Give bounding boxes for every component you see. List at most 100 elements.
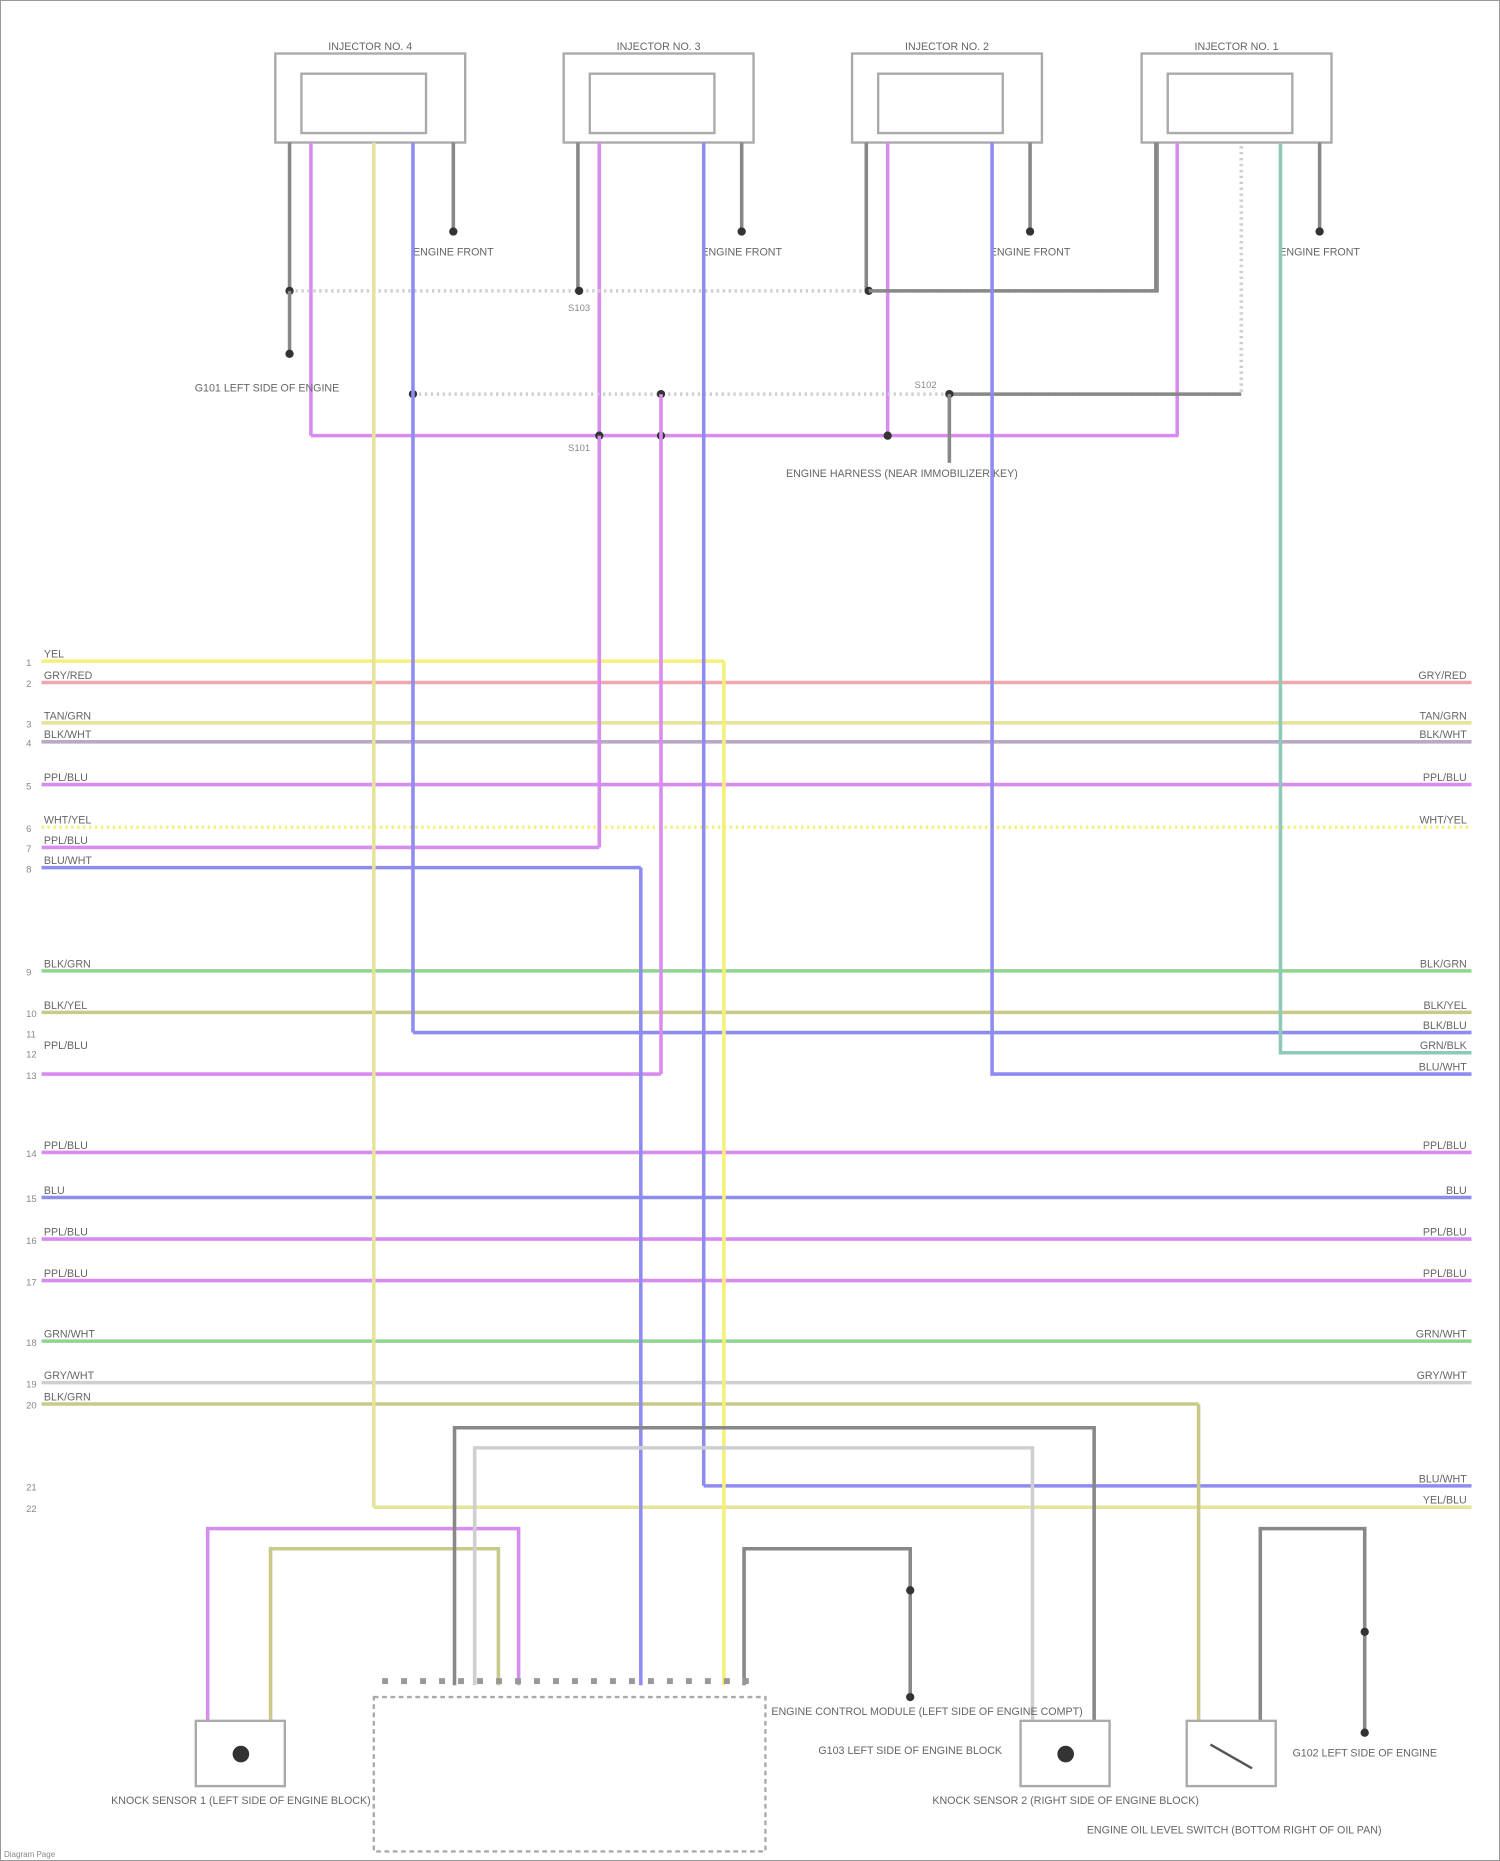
knock-sensor-icon: [232, 1745, 250, 1763]
wire-label-right: BLU/WHT: [1419, 1473, 1468, 1485]
injector-box: [850, 52, 1044, 144]
ecm-pin-marker: [420, 1678, 427, 1685]
wire-label-right: TAN/GRN: [1420, 710, 1467, 722]
pin-number: 22: [26, 1504, 37, 1515]
wire-label-right: BLU: [1446, 1185, 1467, 1197]
knock-sensor-1-return: [268, 1546, 501, 1721]
wire-label-left: PPL/BLU: [44, 1268, 88, 1280]
wire-label-right: BLK/GRN: [1420, 958, 1467, 970]
wire-label-right: GRN/WHT: [1416, 1329, 1467, 1341]
wire-label-left: PPL/BLU: [44, 772, 88, 784]
pin-number: 11: [26, 1029, 36, 1040]
wire-label-left: GRY/RED: [44, 670, 93, 682]
splice-dot: [906, 1586, 915, 1595]
pin-number: 13: [26, 1071, 37, 1082]
ecm-pin-marker: [553, 1678, 559, 1685]
ecm-pin-marker: [628, 1678, 635, 1685]
ecm-pin-marker: [515, 1678, 521, 1685]
knock-sensor-1-label: KNOCK SENSOR 1 (LEFT SIDE OF ENGINE BLOC…: [111, 1795, 371, 1807]
wire-label-left: PPL/BLU: [44, 1040, 88, 1052]
injector-box: [274, 52, 467, 144]
splice-dot: [574, 286, 584, 296]
wire-label-right: PPL/BLU: [1423, 1268, 1467, 1280]
pin-number: 10: [26, 1009, 37, 1020]
wire-label-right: GRY/WHT: [1417, 1370, 1468, 1382]
injector-box: [1140, 52, 1333, 144]
splice-dot: [1360, 1627, 1369, 1636]
wire-label-left: YEL: [44, 649, 64, 661]
ecm-pin-marker: [647, 1678, 654, 1685]
ground-label: ENGINE FRONT: [701, 246, 782, 258]
wire-label-left: WHT/YEL: [44, 815, 91, 827]
pin-number: 2: [26, 679, 31, 690]
knock-sensor-1-signal: [205, 1526, 521, 1721]
knock-sensor-icon: [1057, 1745, 1074, 1763]
ground-right-wire: [1258, 1526, 1367, 1733]
splice-dot: [906, 1692, 915, 1702]
pin-number: 1: [26, 658, 31, 669]
footer-text: Diagram Page: [4, 1850, 56, 1859]
pin-number: 5: [26, 781, 31, 792]
vertical-teal: [1278, 142, 1472, 1055]
wire-label-right: YEL/BLU: [1423, 1495, 1467, 1507]
splice-label: S103: [568, 303, 590, 314]
splice-dot: [449, 227, 458, 236]
ecm-pin-marker: [534, 1678, 540, 1685]
ecm-pin-marker: [723, 1678, 730, 1685]
ecm-pin-marker: [571, 1678, 578, 1685]
wire-label-right: PPL/BLU: [1423, 772, 1467, 784]
knock-sensor-1: [194, 1719, 286, 1788]
ecm-pin-marker: [382, 1678, 389, 1685]
wire-label-left: BLK/YEL: [44, 1000, 87, 1012]
wire-label-left: BLU: [44, 1185, 65, 1197]
wire-label-left: GRY/WHT: [44, 1370, 95, 1382]
ecm-pin-marker: [477, 1678, 483, 1685]
injector-inner: [300, 72, 428, 135]
splice-dot: [883, 431, 892, 440]
ground-mid-wire: [742, 1546, 912, 1698]
splice-dot: [737, 227, 746, 236]
ecm-pin-marker: [496, 1678, 502, 1685]
pin-number: 9: [26, 968, 31, 979]
wire-label-right: PPL/BLU: [1423, 1140, 1467, 1152]
ecm-pin-marker: [742, 1678, 749, 1685]
pin-number: 17: [26, 1277, 37, 1288]
knock-sensor-2-return: [452, 1425, 1096, 1721]
wire-label-left: BLU/WHT: [44, 855, 93, 867]
vertical-blue-4: [990, 142, 1472, 1076]
pin-number: 14: [26, 1149, 37, 1160]
wire-label-right: WHT/YEL: [1419, 815, 1466, 827]
splice-dot: [1025, 227, 1035, 236]
pin-number: 20: [26, 1401, 37, 1412]
ground-left-label: G101 LEFT SIDE OF ENGINE: [195, 383, 340, 395]
injector-inner: [588, 72, 716, 135]
oil-level-switch: [1185, 1719, 1277, 1788]
injector-box: [562, 52, 755, 144]
injector-title: INJECTOR NO. 2: [905, 41, 989, 53]
pin-number: 7: [26, 844, 31, 855]
injector-inner: [1166, 72, 1294, 135]
ground-right-label: G102 LEFT SIDE OF ENGINE: [1292, 1747, 1437, 1759]
ecm-pin-marker: [590, 1678, 597, 1685]
wire-label-right: BLK/BLU: [1423, 1020, 1467, 1032]
injector-inner: [876, 72, 1004, 135]
wire-label-right: BLU/WHT: [1419, 1062, 1468, 1074]
ecm-pin-marker: [704, 1678, 711, 1685]
ecm-pin-marker: [439, 1678, 446, 1685]
ground-label: ENGINE FRONT: [990, 246, 1071, 258]
splice-bus-2: [412, 142, 1244, 396]
ecm-pin-marker: [401, 1678, 408, 1685]
knock-sensor-2: [1019, 1719, 1111, 1788]
ecm-pin-marker: [666, 1678, 673, 1685]
splice-dot: [285, 349, 294, 358]
ground-label: ENGINE FRONT: [413, 246, 494, 258]
pin-number: 21: [26, 1483, 37, 1494]
wire-label-left: PPL/BLU: [44, 1226, 88, 1238]
wire-label-left: BLK/WHT: [44, 729, 92, 741]
ground-mid-label: G103 LEFT SIDE OF ENGINE BLOCK: [818, 1745, 1002, 1757]
pin-number: 18: [26, 1338, 37, 1349]
wire-label-left: BLK/GRN: [44, 1391, 91, 1403]
wire-label-left: TAN/GRN: [44, 710, 91, 722]
ecm-label: ENGINE CONTROL MODULE (LEFT SIDE OF ENGI…: [771, 1706, 1082, 1718]
